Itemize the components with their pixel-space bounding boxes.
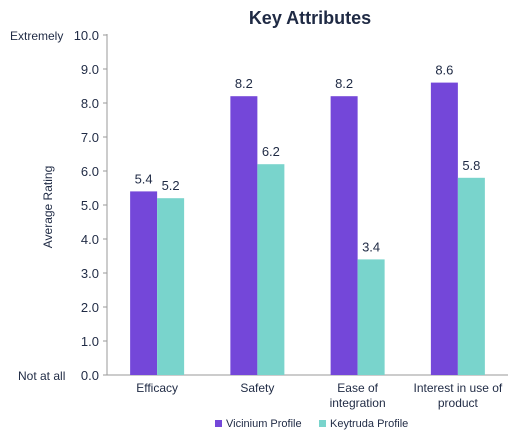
- data-label: 8.2: [335, 76, 353, 91]
- y-tick-label: 0.0: [81, 368, 99, 383]
- bar-vicinium: [330, 96, 358, 375]
- legend-swatch: [319, 420, 326, 427]
- legend-swatch: [215, 420, 222, 427]
- bar-keytruda: [157, 198, 185, 375]
- x-tick-label: Interest in use of: [414, 381, 503, 395]
- x-tick-label: integration: [330, 396, 386, 410]
- x-tick-label: product: [438, 396, 479, 410]
- data-label: 8.6: [435, 63, 453, 78]
- y-top-anchor-label: Extremely: [10, 29, 63, 43]
- bar-vicinium: [230, 96, 258, 375]
- legend-label: Keytruda Profile: [330, 418, 408, 430]
- data-label: 5.4: [135, 171, 153, 186]
- data-label: 5.8: [462, 158, 480, 173]
- y-tick-label: 6.0: [81, 164, 99, 179]
- y-tick-label: 3.0: [81, 266, 99, 281]
- y-bottom-anchor-label: Not at all: [18, 369, 65, 383]
- bar-keytruda: [357, 259, 385, 375]
- y-tick-label: 1.0: [81, 334, 99, 349]
- bar-vicinium: [430, 82, 458, 375]
- data-label: 6.2: [262, 144, 280, 159]
- y-tick-label: 9.0: [81, 62, 99, 77]
- bar-vicinium: [130, 191, 158, 375]
- y-tick-label: 8.0: [81, 96, 99, 111]
- data-label: 8.2: [235, 76, 253, 91]
- y-axis-title: Average Rating: [41, 166, 55, 249]
- x-tick-label: Safety: [240, 381, 274, 395]
- y-tick-label: 2.0: [81, 300, 99, 315]
- bar-keytruda: [457, 177, 485, 375]
- y-tick-label: 4.0: [81, 232, 99, 247]
- x-tick-label: Ease of: [337, 381, 378, 395]
- data-label: 5.2: [162, 178, 180, 193]
- y-tick-label: 7.0: [81, 130, 99, 145]
- legend-label: Vicinium Profile: [226, 418, 302, 430]
- data-label: 3.4: [362, 239, 380, 254]
- bar-keytruda: [257, 164, 285, 375]
- y-tick-label: 5.0: [81, 198, 99, 213]
- x-tick-label: Efficacy: [136, 381, 178, 395]
- chart-title: Key Attributes: [249, 8, 371, 28]
- y-tick-label: 10.0: [74, 28, 99, 43]
